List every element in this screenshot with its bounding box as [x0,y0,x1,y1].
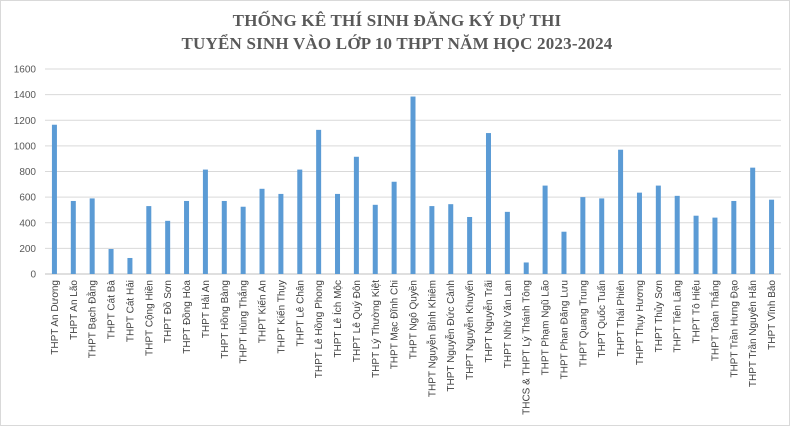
x-category-label: THPT Thụy Hương [635,280,646,365]
bar [51,124,57,274]
bar [655,185,661,274]
bar [599,198,605,274]
x-category-label: THPT Tiên Lãng [673,280,684,353]
bar [372,204,378,274]
bar [693,215,699,274]
x-category-label: THPT Nguyễn Khuyến [463,280,476,380]
y-tick-label: 1000 [14,141,37,152]
bar [448,204,454,274]
bar [750,167,756,274]
bar [391,181,397,274]
bar [542,185,548,274]
x-category-label: THPT Đồ Sơn [162,280,174,343]
bar [297,169,303,274]
x-category-label: THPT Phan Đăng Lưu [559,280,570,379]
x-category-label: THPT An Lão [69,280,80,340]
bar [429,206,435,274]
x-category-label: THPT Tô Hiệu [692,280,703,344]
bar [580,197,586,274]
x-category-label: THPT Toàn Thắng [708,280,721,361]
bar [146,206,152,274]
x-category-label: THPT Lê Chân [295,280,306,347]
x-category-label: THPT Nguyễn Bỉnh Khiêm [425,280,438,397]
bar [636,192,642,274]
bar [221,200,227,274]
x-category-label: THPT Vĩnh Bảo [767,280,778,350]
bar [353,156,359,274]
x-category-label: THPT Bạch Đằng [86,280,99,358]
bar [202,169,208,274]
x-category-label: THPT Thái Phiên [616,280,627,356]
y-tick-label: 0 [30,270,36,281]
y-tick-label: 400 [19,218,36,229]
bar [278,193,284,274]
x-category-label: THPT Kiến An [257,280,269,343]
x-category-label: THPT Kiến Thụy [275,280,287,354]
x-category-label: THPT Đồng Hòa [181,280,193,354]
bar [108,249,114,274]
y-tick-label: 1400 [14,90,37,101]
bar [523,262,529,274]
x-category-label: THPT Phạm Ngũ Lão [541,280,552,376]
x-category-label: THPT Nhữ Văn Lan [503,280,514,368]
bar [485,133,491,274]
x-category-label: THPT Nguyễn Đức Cảnh [444,280,457,392]
bar [259,188,265,274]
x-category-label: THPT Hồng Bàng [219,280,231,359]
x-category-label: THPT Lý Thường Kiệt [371,280,382,378]
y-tick-label: 1200 [14,116,37,127]
y-tick-label: 800 [19,167,36,178]
bar [769,199,775,274]
x-category-label: THPT Cộng Hiền [143,280,155,356]
x-category-label: THCS & THPT Lý Thánh Tông [522,280,533,415]
x-category-label: THPT Lê Quý Đôn [352,280,363,362]
x-category-label: THPT Hùng Thắng [237,280,250,364]
x-category-label: THPT Thủy Sơn [653,280,665,352]
x-category-label: THPT Quang Trung [578,280,589,367]
x-category-label: THPT Nguyễn Trãi [482,280,495,363]
bar [731,200,737,274]
bar [504,211,510,274]
chart-title-line-1: THỐNG KÊ THÍ SINH ĐĂNG KÝ DỰ THI [232,11,562,30]
y-tick-label: 1600 [14,65,37,76]
x-category-label: THPT Mạc Đĩnh Chi [390,280,401,369]
bar [335,193,341,274]
x-axis-labels: THPT An Dương THPT An Lão THPT Bạch Đằng TH… [50,280,778,415]
x-category-label: THPT Trần Nguyên Hãn [747,280,759,387]
bar [618,149,624,274]
chart-title-line-2: TUYỂN SINH VÀO LỚP 10 THPT NĂM HỌC 2023-… [181,34,613,53]
bar [240,206,246,274]
bar [410,96,416,274]
bar [467,216,473,274]
y-tick-label: 200 [19,244,36,255]
y-axis-ticks: 0 200 400 600 800 1000 1200 1400 1600 [14,65,37,281]
x-category-label: THPT Trần Hưng Đạo [728,280,740,378]
x-category-label: THPT Cát Hải [125,280,136,342]
bar [712,217,718,274]
x-category-label: THPT Lê Ích Mộc [331,280,344,358]
bars [51,96,775,274]
x-category-label: THPT Hải An [201,280,212,338]
bar [561,231,567,274]
x-category-label: THPT Ngô Quyền [408,280,420,359]
bar [316,129,322,274]
x-category-label: THPT Quốc Tuấn [596,280,608,358]
bar [70,200,76,274]
x-category-label: THPT Cát Bà [107,280,118,340]
bar [89,198,95,274]
x-category-label: THPT An Dương [50,280,61,355]
bar [127,257,133,274]
bar [165,220,171,274]
bar [184,200,190,274]
x-category-label: THPT Lê Hồng Phong [313,280,325,378]
y-tick-label: 600 [19,193,36,204]
bar [674,195,680,274]
